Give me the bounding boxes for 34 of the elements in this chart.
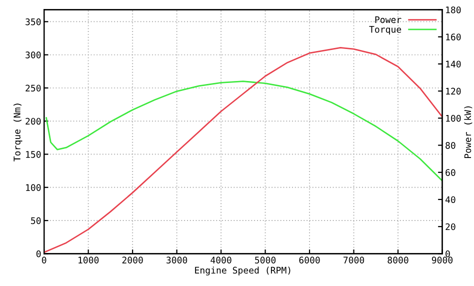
- x-tick-label: 2000: [122, 256, 143, 264]
- x-tick-label: 1000: [78, 256, 99, 264]
- y2-tick-label: 40: [445, 196, 456, 204]
- y2-tick-label: 180: [446, 6, 461, 14]
- x-tick-label: 7000: [344, 256, 364, 264]
- legend-label: Torque: [369, 26, 402, 35]
- y-tick-label: 250: [26, 84, 41, 92]
- x-tick-label: 6000: [299, 256, 320, 264]
- x-tick-label: 3000: [166, 256, 188, 264]
- y-axis-title: Torque (Nm): [13, 104, 22, 162]
- y2-tick-label: 80: [446, 142, 456, 149]
- y2-tick-label: 60: [446, 169, 456, 176]
- y2-tick-label: 160: [446, 34, 461, 40]
- y2-tick-label: 0: [446, 250, 450, 258]
- x-axis-title: Engine Speed (RPM): [195, 266, 290, 276]
- y2-tick-label: 140: [446, 60, 461, 68]
- x-tick-label: 4000: [210, 256, 232, 264]
- y2-tick-label: 120: [446, 88, 461, 95]
- x-tick-label: 9000: [432, 256, 453, 264]
- y-tick-label: 350: [26, 18, 41, 26]
- y-tick-label: 300: [26, 52, 41, 58]
- x-tick-label: 5000: [255, 256, 276, 264]
- y2-tick-label: 100: [446, 114, 461, 122]
- y-tick-label: 200: [26, 118, 41, 125]
- y-tick-label: 150: [26, 150, 41, 158]
- y2-tick-label: 20: [446, 223, 456, 230]
- y2-axis-title: Power (kW): [464, 106, 472, 158]
- y-tick-label: 50: [31, 217, 41, 224]
- y-tick-label: 100: [26, 184, 41, 191]
- x-tick-label: 0: [42, 256, 46, 264]
- y-tick-label: 0: [36, 250, 41, 258]
- legend-label: Power: [375, 16, 402, 24]
- x-tick-label: 8000: [388, 256, 408, 264]
- line-series: [46, 80, 442, 182]
